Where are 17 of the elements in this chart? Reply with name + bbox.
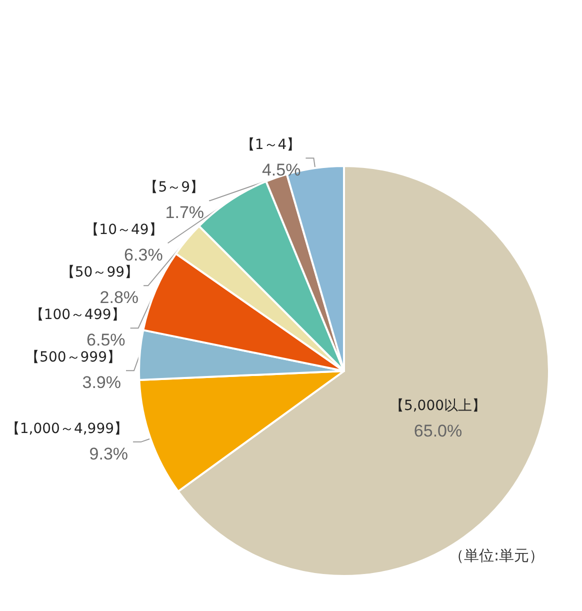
slice-label: 【5～9】 xyxy=(144,180,204,196)
slice-label: 【10～49】 xyxy=(85,222,163,238)
data-label: 9.3% xyxy=(89,444,128,464)
data-label: 1.7% xyxy=(165,203,204,222)
slice-label: 【100～499】 xyxy=(30,307,126,324)
slice-label: 【1～4】 xyxy=(240,137,301,154)
data-label: 4.5% xyxy=(262,160,301,180)
slice-label: 【500～999】 xyxy=(26,350,121,366)
data-label: 2.8% xyxy=(100,288,139,308)
slice-label: 【50～99】 xyxy=(60,264,139,281)
slice-label: 【5,000以上】 xyxy=(390,398,486,414)
data-label: 65.0% xyxy=(414,421,462,440)
text: （単位:単元） xyxy=(448,546,544,564)
data-label: 6.5% xyxy=(86,330,126,350)
data-label: 3.9% xyxy=(82,373,121,392)
slice-label: 【1,000～4,999】 xyxy=(6,420,128,437)
data-label: 6.3% xyxy=(124,246,163,265)
